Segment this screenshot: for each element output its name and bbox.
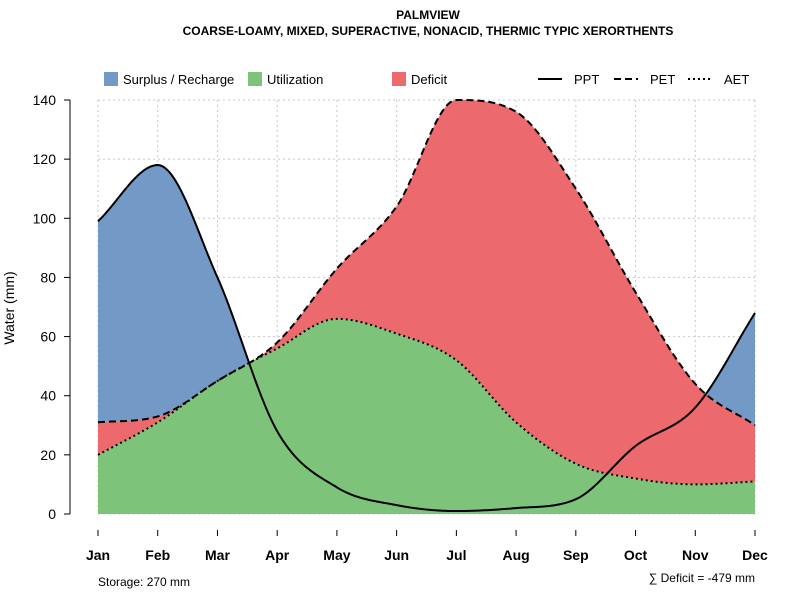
legend-label-aet: AET: [724, 72, 749, 87]
legend-label-ppt: PPT: [574, 72, 599, 87]
x-tick-label-feb: Feb: [145, 547, 170, 563]
series-line-ppt: [97, 164, 756, 513]
chart-title: PALMVIEW: [396, 8, 460, 22]
series-line-pet: [97, 99, 756, 427]
x-tick-label-dec: Dec: [742, 547, 768, 563]
x-tick-label-may: May: [323, 547, 350, 563]
x-tick-label-mar: Mar: [205, 547, 230, 563]
y-tick-label-40: 40: [40, 388, 56, 404]
x-tick-label-apr: Apr: [265, 547, 290, 563]
legend-swatch-utilization: [248, 72, 262, 86]
deficit-area: [98, 100, 755, 485]
y-tick-label-60: 60: [40, 329, 56, 345]
x-tick-label-jul: Jul: [446, 547, 466, 563]
y-axis-label: Water (mm): [1, 271, 17, 344]
legend-label-pet: PET: [650, 72, 675, 87]
legend: Surplus / Recharge Utilization Deficit P…: [104, 72, 749, 87]
surplus-area: [98, 100, 755, 426]
x-tick-label-jun: Jun: [384, 547, 409, 563]
y-tick-label-0: 0: [48, 506, 56, 522]
x-tick-label-sep: Sep: [563, 547, 589, 563]
y-tick-label-20: 20: [40, 447, 56, 463]
deficit-annotation: ∑ Deficit = -479 mm: [649, 571, 755, 585]
y-tick-label-100: 100: [33, 210, 57, 226]
legend-label-utilization: Utilization: [267, 72, 323, 87]
chart-subtitle: COARSE-LOAMY, MIXED, SUPERACTIVE, NONACI…: [183, 24, 674, 38]
utilization-area: [98, 318, 755, 514]
legend-swatch-deficit: [392, 72, 406, 86]
axes: 0 20 40 60 80 100 120 140 Jan Feb Mar Apr May Jun Jul A…: [33, 92, 768, 563]
series-lines: [97, 99, 756, 513]
y-tick-label-120: 120: [33, 151, 57, 167]
legend-swatch-surplus: [104, 72, 118, 86]
y-tick-label-80: 80: [40, 269, 56, 285]
storage-annotation: Storage: 270 mm: [98, 575, 190, 589]
legend-label-deficit: Deficit: [411, 72, 448, 87]
x-tick-label-oct: Oct: [624, 547, 648, 563]
x-tick-label-aug: Aug: [502, 547, 529, 563]
y-tick-label-140: 140: [33, 92, 57, 108]
x-tick-label-nov: Nov: [682, 547, 709, 563]
area-fills: [98, 100, 755, 514]
legend-label-surplus: Surplus / Recharge: [123, 72, 234, 87]
x-tick-label-jan: Jan: [86, 547, 110, 563]
